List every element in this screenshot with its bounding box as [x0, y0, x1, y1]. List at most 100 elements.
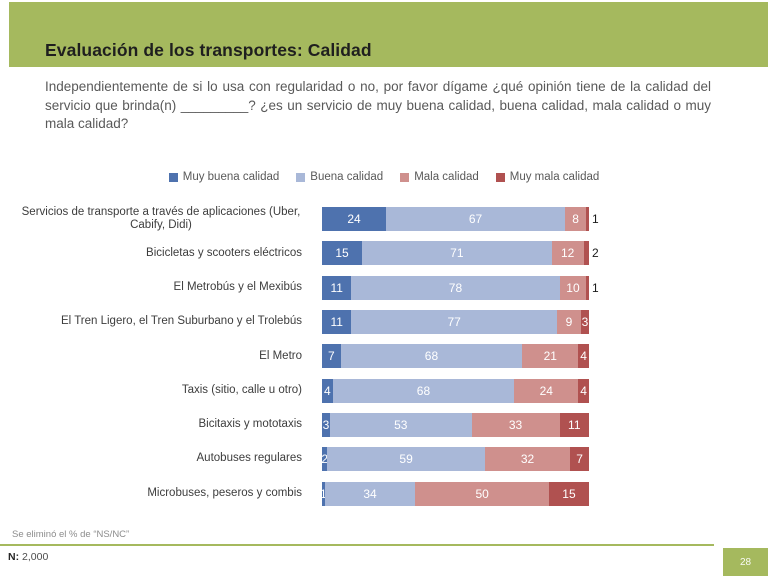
- bar-segment: 11: [322, 310, 352, 335]
- value-label-outside: 1: [592, 212, 599, 227]
- value-label: 21: [543, 349, 557, 364]
- value-label: 15: [335, 246, 349, 261]
- bar-segment: 53: [330, 412, 472, 437]
- chart-row: El Metro 7 68 21 4: [20, 339, 589, 373]
- value-label: 24: [539, 383, 553, 398]
- stacked-bar: 11 78 10 1: [322, 275, 599, 300]
- category-label: El Tren Ligero, el Tren Suburbano y el T…: [60, 315, 302, 328]
- bar-segment: 15: [548, 481, 589, 506]
- value-label: 10: [566, 280, 580, 295]
- category-label: Microbuses, peseros y combis: [147, 486, 302, 499]
- value-label: 4: [580, 349, 587, 364]
- chart-row: Servicios de transporte a través de apli…: [20, 202, 599, 236]
- value-label: 68: [424, 349, 439, 364]
- sample-size: N: 2,000: [8, 551, 48, 563]
- category-label: Bicicletas y scooters eléctricos: [146, 246, 302, 259]
- stacked-bar: 24 67 8 1: [322, 207, 599, 232]
- bar-segment: 71: [362, 241, 552, 266]
- bar-segment: 67: [386, 207, 565, 232]
- value-label: 4: [580, 383, 587, 398]
- bar-segment: 68: [340, 344, 523, 369]
- slide-title: Evaluación de los transportes: Calidad: [45, 40, 372, 60]
- value-label: 34: [363, 486, 377, 501]
- legend-label: Buena calidad: [310, 171, 384, 183]
- bar-segment: 59: [327, 447, 485, 472]
- bar-segment: 77: [351, 310, 557, 335]
- bar-segment: 1: [319, 481, 327, 506]
- bar-segment: 7: [570, 447, 589, 472]
- value-label: 71: [450, 246, 464, 261]
- value-label: 53: [394, 417, 408, 432]
- legend-item-muy-buena: Muy buena calidad: [168, 171, 279, 183]
- stacked-bar: 7 68 21 4: [322, 344, 589, 369]
- chart-row: Bicicletas y scooters eléctricos 15 71 12 2: [20, 236, 599, 270]
- value-label: 8: [572, 212, 579, 227]
- value-label: 67: [468, 212, 483, 227]
- bar-segment: 3: [322, 412, 330, 437]
- legend-item-buena: Buena calidad: [296, 171, 383, 183]
- chart-legend: Muy buena calidad Buena calidad Mala cal…: [0, 170, 768, 184]
- stacked-bar: 11 77 9 3: [322, 310, 589, 335]
- value-label: 12: [560, 246, 575, 261]
- legend-swatch-icon: [296, 172, 306, 182]
- value-label: 1: [319, 486, 327, 501]
- value-label: 2: [321, 452, 329, 467]
- legend-label: Mala calidad: [414, 171, 479, 183]
- value-label: 3: [581, 315, 589, 330]
- bar-segment: 15: [322, 241, 363, 266]
- legend-label: Muy mala calidad: [509, 171, 600, 183]
- category-label: Bicitaxis y mototaxis: [198, 418, 302, 431]
- bar-segment: [586, 207, 589, 232]
- value-label: 32: [520, 452, 535, 467]
- value-label: 33: [508, 417, 523, 432]
- bar-segment: 32: [484, 447, 571, 472]
- bar-segment: 68: [332, 378, 515, 403]
- legend-swatch-icon: [495, 172, 505, 182]
- bar-segment: 10: [559, 275, 587, 300]
- bar-segment: 4: [578, 378, 589, 403]
- bar-segment: 21: [522, 344, 579, 369]
- bar-segment: 3: [580, 310, 589, 335]
- footnote: Se eliminó el % de “NS/NC”: [12, 529, 130, 540]
- bar-segment: 4: [578, 344, 589, 369]
- bar-segment: 33: [471, 412, 560, 437]
- value-label: 77: [447, 315, 461, 330]
- value-label: 7: [576, 452, 583, 467]
- stacked-bar-chart: Servicios de transporte a través de apli…: [20, 202, 599, 511]
- value-label-outside: 1: [592, 280, 599, 295]
- bar-segment: 11: [322, 275, 352, 300]
- category-label: El Metro: [259, 349, 302, 362]
- legend-item-muy-mala: Muy mala calidad: [495, 171, 600, 183]
- bar-segment: 4: [322, 378, 333, 403]
- category-label: Taxis (sitio, calle u otro): [181, 383, 302, 396]
- chart-row: Taxis (sitio, calle u otro) 4 68 24 4: [20, 373, 589, 407]
- value-label: 15: [562, 486, 576, 501]
- page-number-box: 28: [723, 548, 768, 576]
- chart-row: Bicitaxis y mototaxis 3 53 33 11: [20, 408, 589, 442]
- sample-size-value: 2,000: [22, 551, 49, 563]
- category-label: Servicios de transporte a través de apli…: [21, 205, 301, 232]
- question-text: Independientemente de si lo usa con regu…: [45, 79, 711, 131]
- value-label: 78: [448, 280, 463, 295]
- value-label: 68: [416, 383, 431, 398]
- bar-segment: [586, 275, 589, 300]
- legend-swatch-icon: [400, 172, 410, 182]
- category-label: El Metrobús y el Mexibús: [173, 280, 302, 293]
- value-label: 50: [475, 486, 489, 501]
- stacked-bar: 4 68 24 4: [322, 378, 589, 403]
- value-label: 3: [322, 417, 330, 432]
- bar-segment: 8: [564, 207, 587, 232]
- bar-segment: 50: [415, 481, 549, 506]
- legend-item-mala: Mala calidad: [400, 171, 479, 183]
- bar-segment: 7: [322, 344, 341, 369]
- stacked-bar: 1 34 50 15: [319, 481, 589, 506]
- value-label-outside: 2: [592, 246, 599, 261]
- category-label: Autobuses regulares: [196, 452, 302, 465]
- value-label: 4: [323, 383, 331, 398]
- chart-row: El Metrobús y el Mexibús 11 78 10 1: [20, 271, 599, 305]
- bar-segment: 34: [324, 481, 416, 506]
- value-label: 24: [347, 212, 361, 227]
- value-label: 11: [330, 315, 343, 330]
- value-label: 59: [399, 452, 413, 467]
- bar-segment: [583, 241, 589, 266]
